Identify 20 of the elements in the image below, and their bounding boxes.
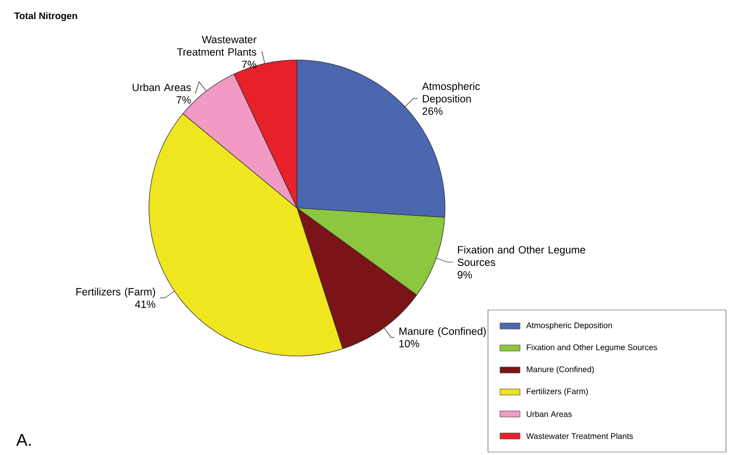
- slice-label: Manure (Confined): [399, 327, 486, 337]
- legend-label: Manure (Confined): [526, 366, 594, 374]
- data-label: 7%: [242, 60, 256, 68]
- data-label: 41%: [135, 300, 156, 308]
- slice-label: Fertilizers (Farm): [76, 288, 156, 298]
- slice-label: Urban Areas: [132, 83, 191, 92]
- legend-label: Atmospheric Deposition: [526, 322, 612, 330]
- data-label: 7%: [176, 96, 191, 104]
- data-label: 26%: [422, 107, 443, 115]
- legend-label: Fertilizers (Farm): [526, 388, 588, 396]
- legend-label: Wastewater Treatment Plants: [526, 433, 633, 439]
- legend-label: Fixation and Other Legume Sources: [526, 344, 658, 352]
- data-label: 10%: [399, 340, 420, 348]
- slice-label: Fixation and Other Legume Sources: [458, 246, 586, 266]
- text: A.: [16, 434, 31, 446]
- slice-label: Wastewater Treatment Plants: [177, 36, 256, 56]
- data-label: 9%: [458, 271, 472, 278]
- legend-label: Urban Areas: [526, 410, 572, 417]
- slice-label: Atmospheric Deposition: [422, 82, 480, 104]
- chart-title: Total Nitrogen: [14, 12, 78, 22]
